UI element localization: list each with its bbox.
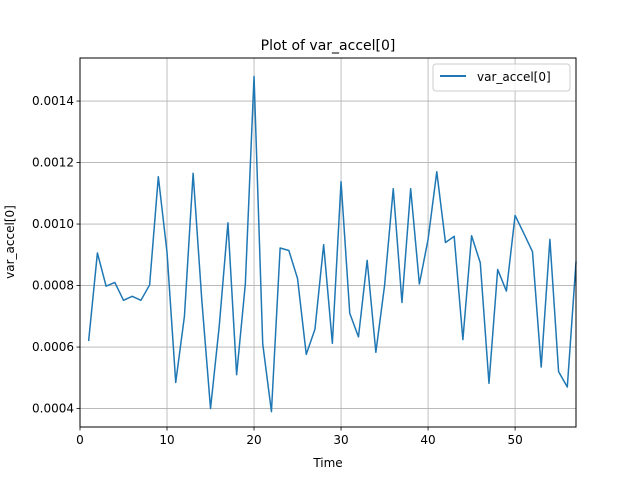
x-axis: 0 10 20 30 40 50 (76, 427, 523, 447)
y-tick-label: 0.0008 (32, 279, 74, 293)
y-axis-label: var_accel[0] (3, 205, 17, 279)
legend-box (432, 63, 571, 92)
grid-lines (79, 58, 576, 427)
x-tick-label: 30 (333, 433, 348, 447)
y-tick-label: 0.0012 (32, 156, 74, 170)
y-tick-label: 0.0014 (32, 94, 74, 108)
y-axis: 0.0004 0.0006 0.0008 0.0010 0.0012 0.0014 (32, 94, 80, 416)
y-tick-label: 0.0004 (32, 402, 74, 416)
series-layer (87, 75, 577, 413)
plot-frame (79, 57, 577, 428)
legend-label: var_accel[0] (477, 70, 551, 84)
x-tick-label: 10 (159, 433, 174, 447)
y-tick-label: 0.0010 (32, 217, 74, 231)
x-axis-label: Time (312, 456, 342, 470)
y-tick-label: 0.0006 (32, 340, 74, 354)
legend: var_accel[0] (432, 63, 571, 92)
x-tick-label: 50 (507, 433, 522, 447)
series-line (87, 75, 577, 413)
x-tick-label: 40 (420, 433, 435, 447)
chart-title: Plot of var_accel[0] (261, 38, 396, 54)
x-tick-label: 20 (246, 433, 261, 447)
x-tick-label: 0 (76, 433, 84, 447)
